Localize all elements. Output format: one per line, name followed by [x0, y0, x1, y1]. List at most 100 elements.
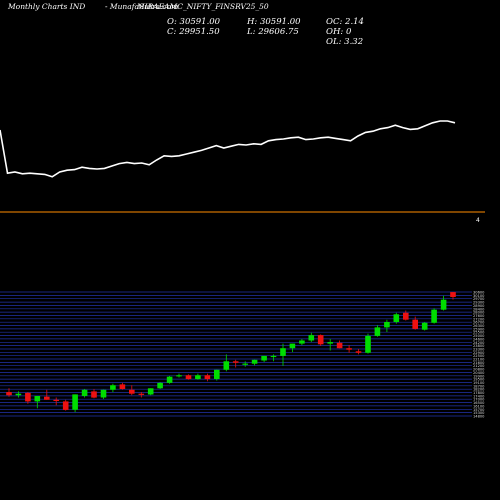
candle-body [270, 355, 277, 358]
y-tick-label: 28000 [473, 311, 485, 315]
y-tick-label: 20400 [473, 371, 485, 375]
candle-body [421, 322, 428, 330]
y-tick-label: 25500 [473, 331, 485, 335]
y-tick-label: 17000 [473, 398, 485, 402]
candle [53, 397, 59, 406]
candle-body [327, 342, 333, 344]
candle [223, 354, 230, 372]
y-tick-label: 19900 [473, 374, 485, 378]
symbol-label: MIRAEAMC_NIFTY_FINSRV25_50 [137, 2, 269, 11]
candle-body [431, 309, 437, 323]
candle-body [299, 340, 305, 344]
candle [119, 382, 126, 390]
candle-body [336, 342, 343, 349]
candle-body [374, 327, 381, 336]
candle [317, 334, 324, 346]
candle-body [62, 401, 69, 410]
candle-body [412, 319, 418, 329]
y-tick-label: 28900 [473, 304, 485, 308]
y-tick-label: 28400 [473, 307, 485, 311]
candle [374, 325, 381, 337]
y-tick-label: 27200 [473, 317, 485, 321]
y-tick-label: 19500 [473, 378, 485, 382]
y-tick-label: 15300 [473, 411, 485, 415]
candle-body [147, 388, 154, 395]
candle-body [176, 375, 182, 377]
high-value: H: 30591.00 [247, 17, 301, 27]
candle-body [393, 314, 400, 322]
candle [110, 383, 116, 393]
line-chart-panel [0, 120, 456, 178]
candle [403, 310, 409, 321]
candle-body [232, 361, 239, 363]
y-tick-label: 23300 [473, 348, 485, 352]
y-tick-label: 14800 [473, 415, 485, 419]
chart-source-label: Monthly Charts IND [8, 2, 86, 11]
candle [185, 374, 192, 380]
candle [308, 332, 315, 343]
candle-body [72, 394, 78, 410]
open-value: O: 30591.00 [167, 17, 221, 27]
candle [242, 361, 248, 367]
candle-body [110, 385, 116, 390]
candle [214, 369, 220, 381]
y-tick-label: 23800 [473, 344, 485, 348]
candle-body [91, 391, 97, 398]
candle [327, 339, 333, 351]
y-tick-label: 18200 [473, 388, 485, 392]
candle [280, 343, 286, 366]
y-tick-label: 30600 [473, 291, 485, 295]
candle [15, 391, 22, 398]
candle [62, 399, 69, 411]
candle [44, 389, 50, 400]
candle [251, 359, 258, 366]
candle-body [440, 299, 447, 310]
y-tick-label: 26300 [473, 324, 485, 328]
candle [336, 340, 343, 349]
candle [450, 292, 456, 300]
y-tick-label: 15700 [473, 408, 485, 412]
y-tick-label: 17800 [473, 391, 485, 395]
candle-body [317, 335, 324, 345]
candle [299, 339, 305, 346]
candle-body [204, 375, 211, 380]
site-name-label: - MunafaSutra.com [105, 2, 179, 11]
candle [421, 322, 428, 331]
candle-body [6, 392, 12, 396]
candle [91, 389, 97, 399]
y-tick-label: 27600 [473, 314, 485, 318]
candle [34, 396, 41, 409]
y-tick-label: 26700 [473, 321, 485, 325]
candle-body [242, 363, 248, 365]
y-tick-label: 22900 [473, 351, 485, 355]
y-tick-label: 22100 [473, 358, 485, 362]
candle [166, 376, 173, 384]
oh-value: OH: 0 [326, 27, 352, 37]
low-value: L: 29606.75 [247, 27, 299, 37]
candle [355, 349, 362, 355]
candle-body [280, 348, 286, 356]
candle [129, 385, 135, 396]
candlestick-panel [6, 292, 456, 413]
candle [147, 388, 154, 396]
y-tick-label: 30100 [473, 294, 485, 298]
candle-body [365, 335, 371, 353]
candle-body [34, 396, 41, 402]
y-tick-label: 22500 [473, 354, 485, 358]
divider-marker: 4 [476, 217, 480, 224]
y-tick-label: 25000 [473, 334, 485, 338]
candle [138, 392, 145, 398]
price-line-series [0, 120, 456, 178]
candle [270, 354, 277, 362]
price-grid [0, 291, 472, 417]
candle [431, 308, 437, 324]
candle [195, 373, 201, 380]
candle [204, 373, 211, 382]
candle [72, 394, 78, 413]
candle [157, 382, 163, 389]
candle-body [119, 384, 126, 389]
y-tick-label: 20800 [473, 368, 485, 372]
y-tick-label: 24600 [473, 337, 485, 341]
candle [412, 316, 418, 330]
